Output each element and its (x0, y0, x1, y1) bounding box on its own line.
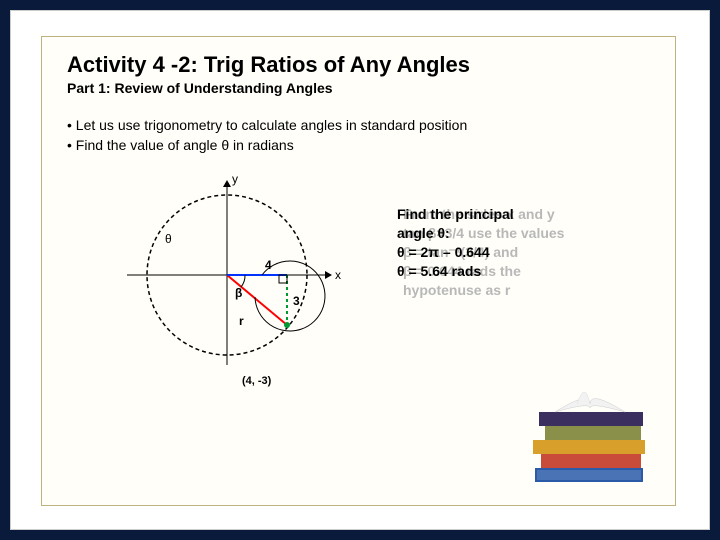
book-2 (541, 454, 641, 468)
right-angle-marker (279, 275, 287, 283)
front-l3: θ = 2π – 0.644 (397, 243, 637, 262)
book-pages-1 (537, 470, 641, 480)
front-l2: angle θ: (397, 224, 637, 243)
adj-label: 4 (265, 258, 272, 272)
slide-outer: Activity 4 -2: Trig Ratios of Any Angles… (10, 10, 710, 530)
y-axis-arrow (223, 180, 231, 187)
bullet-list: • Let us use trigonometry to calculate a… (67, 116, 650, 155)
r-label: r (239, 314, 244, 328)
book-4 (545, 426, 641, 440)
beta-label: β (235, 286, 242, 300)
bullet-1: • Let us use trigonometry to calculate a… (67, 116, 650, 136)
front-l4: θ = 5.64 rads (397, 262, 637, 281)
solution-front-layer: Find the principal angle θ: θ = 2π – 0.6… (397, 205, 637, 281)
books-decoration (515, 360, 665, 495)
flipping-page (577, 392, 590, 404)
x-axis-label: x (335, 268, 341, 282)
opp-label: 3 (293, 294, 300, 308)
theta-label: θ (165, 232, 172, 246)
trig-diagram: y x θ β r 4 3 (87, 165, 367, 405)
x-axis-arrow (325, 271, 332, 279)
book-5 (539, 412, 643, 426)
back-l5: hypotenuse as r (403, 281, 643, 300)
y-axis-label: y (232, 172, 238, 186)
open-book-pages (555, 399, 625, 412)
bullet-2: • Find the value of angle θ in radians (67, 136, 650, 156)
book-3 (533, 440, 645, 454)
slide-inner: Activity 4 -2: Trig Ratios of Any Angles… (41, 36, 676, 506)
front-l1: Find the principal (397, 205, 637, 224)
slide-subtitle: Part 1: Review of Understanding Angles (67, 80, 650, 96)
terminal-side (227, 275, 287, 325)
terminal-point (284, 322, 290, 328)
coord-label: (4, -3) (242, 375, 271, 387)
slide-title: Activity 4 -2: Trig Ratios of Any Angles (67, 52, 650, 78)
